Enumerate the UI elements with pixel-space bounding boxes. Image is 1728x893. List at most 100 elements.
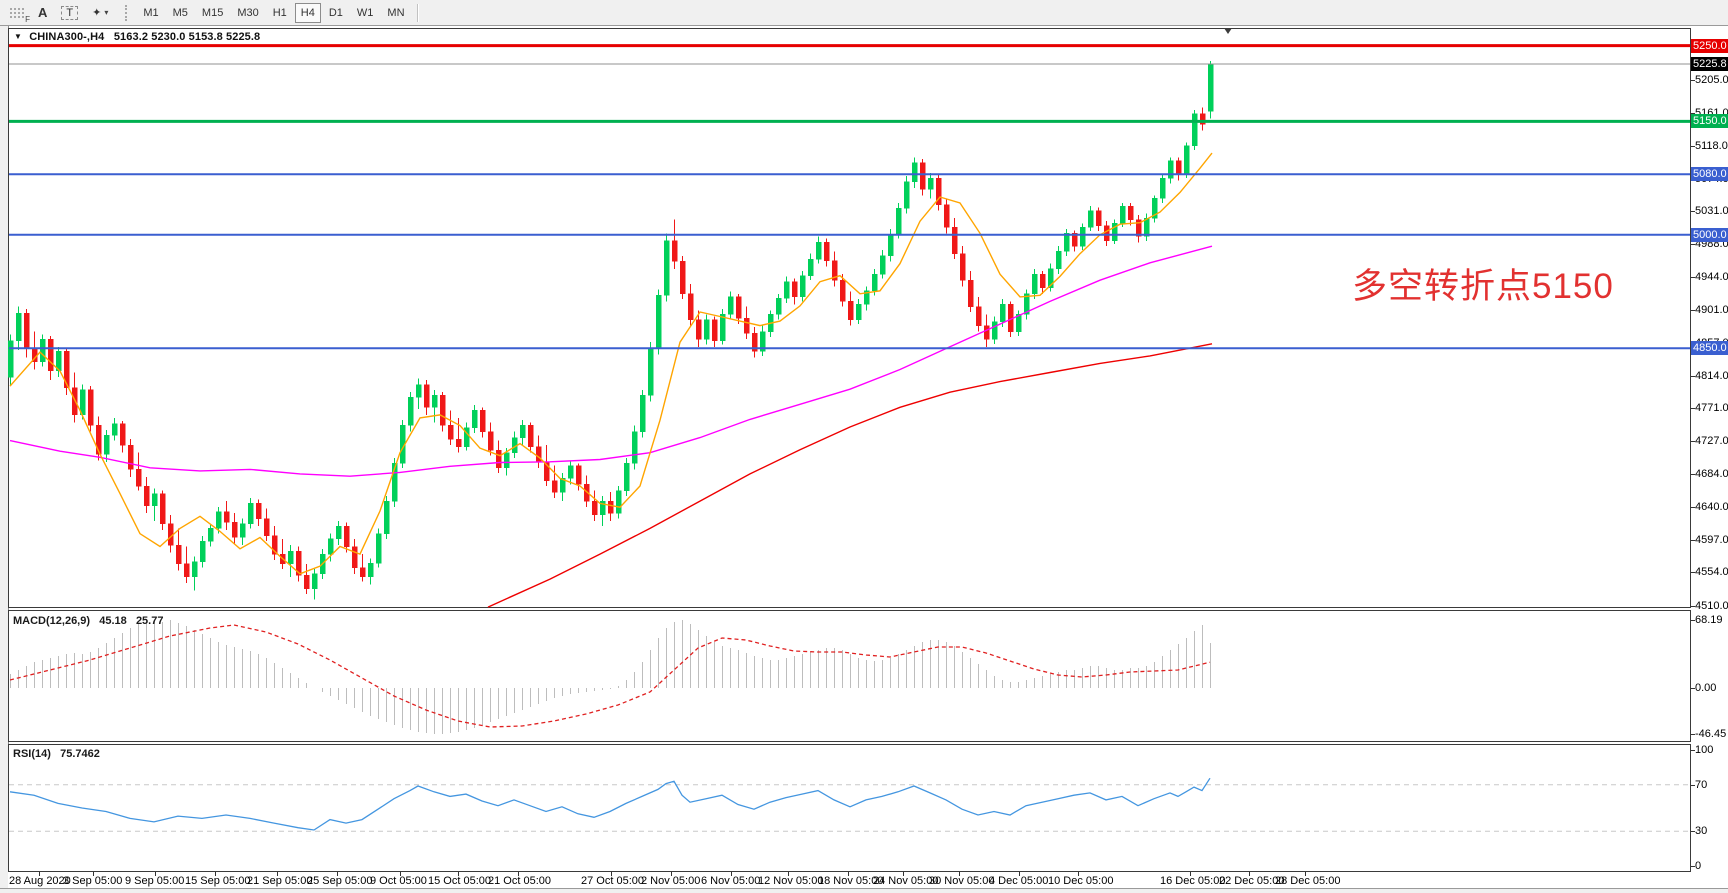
date-tick-mark bbox=[277, 872, 278, 876]
date-label: 9 Sep 05:00 bbox=[125, 875, 185, 887]
timeframe-group: M1 M5 M15 M30 H1 H4 D1 W1 MN bbox=[136, 2, 411, 23]
price-tick-mark bbox=[1691, 211, 1695, 212]
level-badge-5000.0: 5000.0 bbox=[1691, 228, 1728, 242]
date-label: 28 Dec 05:00 bbox=[1275, 875, 1341, 887]
date-label: 10 Dec 05:00 bbox=[1048, 875, 1114, 887]
price-tick-label: 5205.0 bbox=[1695, 74, 1728, 86]
text-label-a-button[interactable]: A bbox=[38, 5, 48, 20]
price-tick-mark bbox=[1691, 540, 1695, 541]
current-price-badge: 5225.8 bbox=[1691, 57, 1728, 71]
rsi-tick-label: 0 bbox=[1695, 860, 1702, 872]
price-tick-mark bbox=[1691, 376, 1695, 377]
timeframe-button-M5[interactable]: M5 bbox=[172, 6, 188, 19]
price-tick-mark bbox=[1691, 408, 1695, 409]
date-tick-mark bbox=[155, 872, 156, 876]
price-tick-label: 4510.0 bbox=[1695, 600, 1728, 612]
macd-signal-value: 25.77 bbox=[135, 615, 164, 627]
date-label: 21 Oct 05:00 bbox=[488, 875, 551, 887]
date-label: 3 Sep 05:00 bbox=[63, 875, 123, 887]
date-label: 24 Nov 05:00 bbox=[873, 875, 939, 887]
date-label: 9 Oct 05:00 bbox=[370, 875, 427, 887]
timeframe-button-M15[interactable]: M15 bbox=[201, 6, 224, 19]
date-label: 28 Aug 2020 bbox=[9, 875, 71, 887]
timeframe-button-M1[interactable]: M1 bbox=[143, 6, 159, 19]
timeframe-button-H4[interactable]: H4 bbox=[294, 2, 321, 23]
price-tick-mark bbox=[1691, 606, 1695, 607]
date-tick-mark bbox=[518, 872, 519, 876]
chart-dropdown-icon[interactable]: ▼ bbox=[14, 32, 23, 41]
rsi-tick-mark bbox=[1691, 785, 1695, 786]
time-axis[interactable] bbox=[8, 872, 1691, 888]
timeframe-button-M30[interactable]: M30 bbox=[237, 6, 259, 19]
toolbar-grip[interactable] bbox=[125, 4, 130, 21]
price-tick-mark bbox=[1691, 572, 1695, 573]
price-tick-mark bbox=[1691, 244, 1695, 245]
chart-shift-marker-icon[interactable] bbox=[1224, 28, 1232, 34]
styler-button[interactable]: ✦ ▾ bbox=[86, 3, 114, 23]
price-tick-mark bbox=[1691, 113, 1695, 114]
date-label: 27 Oct 05:00 bbox=[581, 875, 644, 887]
date-tick-mark bbox=[337, 872, 338, 876]
price-tick-label: 4597.0 bbox=[1695, 534, 1728, 546]
date-tick-mark bbox=[215, 872, 216, 876]
date-tick-mark bbox=[39, 872, 40, 876]
macd-tick-mark bbox=[1691, 688, 1695, 689]
macd-tick-mark bbox=[1691, 734, 1695, 735]
indicator-grid-button[interactable]: F bbox=[3, 3, 30, 24]
date-tick-mark bbox=[458, 872, 459, 876]
chart-annotation-text: 多空转折点5150 bbox=[1352, 267, 1614, 306]
price-tick-mark bbox=[1691, 277, 1695, 278]
macd-tick-label: 68.19 bbox=[1695, 614, 1723, 626]
text-tool-button[interactable]: T bbox=[55, 3, 84, 23]
date-label: 6 Nov 05:00 bbox=[701, 875, 761, 887]
date-tick-mark bbox=[1305, 872, 1306, 876]
price-tick-label: 5031.0 bbox=[1695, 205, 1728, 217]
date-tick-mark bbox=[903, 872, 904, 876]
macd-panel[interactable] bbox=[8, 610, 1691, 742]
date-label: 21 Sep 05:00 bbox=[247, 875, 313, 887]
date-label: 18 Nov 05:00 bbox=[818, 875, 884, 887]
date-tick-mark bbox=[731, 872, 732, 876]
price-tick-mark bbox=[1691, 441, 1695, 442]
timeframe-button-W1[interactable]: W1 bbox=[356, 6, 374, 19]
price-tick-label: 4901.0 bbox=[1695, 304, 1728, 316]
dotted-grid-icon: F bbox=[9, 7, 30, 24]
timeframe-button-D1[interactable]: D1 bbox=[328, 6, 343, 19]
rsi-tick-mark bbox=[1691, 750, 1695, 751]
chevron-down-icon: ▾ bbox=[104, 8, 109, 17]
rsi-tick-label: 100 bbox=[1695, 744, 1714, 756]
date-tick-mark bbox=[1019, 872, 1020, 876]
level-badge-5150.0: 5150.0 bbox=[1691, 114, 1728, 128]
rsi-label: RSI(14) 75.7462 bbox=[13, 748, 100, 760]
price-tick-label: 4814.0 bbox=[1695, 370, 1728, 382]
date-tick-mark bbox=[93, 872, 94, 876]
macd-main-value: 45.18 bbox=[99, 615, 127, 627]
price-tick-label: 4554.0 bbox=[1695, 566, 1728, 578]
text-tool-icon: T bbox=[61, 5, 79, 20]
price-tick-label: 4944.0 bbox=[1695, 271, 1728, 283]
date-label: 15 Oct 05:00 bbox=[428, 875, 491, 887]
date-tick-mark bbox=[611, 872, 612, 876]
rsi-tick-label: 70 bbox=[1695, 779, 1708, 791]
level-badge-4850.0: 4850.0 bbox=[1691, 341, 1728, 355]
macd-label: MACD(12,26,9) 45.18 25.77 bbox=[13, 615, 164, 627]
window-bottom-border bbox=[0, 888, 1728, 893]
macd-tick-label: -46.45 bbox=[1695, 728, 1727, 740]
rsi-value: 75.7462 bbox=[60, 748, 100, 760]
date-tick-mark bbox=[1249, 872, 1250, 876]
date-tick-mark bbox=[400, 872, 401, 876]
price-tick-label: 4684.0 bbox=[1695, 468, 1728, 480]
timeframe-button-H1[interactable]: H1 bbox=[272, 6, 287, 19]
date-tick-mark bbox=[788, 872, 789, 876]
main-chart-plot[interactable] bbox=[8, 28, 1691, 608]
timeframe-button-MN[interactable]: MN bbox=[387, 6, 405, 19]
rsi-panel[interactable] bbox=[8, 744, 1691, 872]
level-badge-5080.0: 5080.0 bbox=[1691, 167, 1728, 181]
styler-icon: ✦ bbox=[92, 7, 102, 19]
rsi-tick-mark bbox=[1691, 866, 1695, 867]
date-tick-mark bbox=[671, 872, 672, 876]
macd-tick-label: 0.00 bbox=[1695, 682, 1717, 694]
date-label: 4 Dec 05:00 bbox=[989, 875, 1049, 887]
rsi-tick-mark bbox=[1691, 831, 1695, 832]
price-tick-label: 4640.0 bbox=[1695, 501, 1728, 513]
